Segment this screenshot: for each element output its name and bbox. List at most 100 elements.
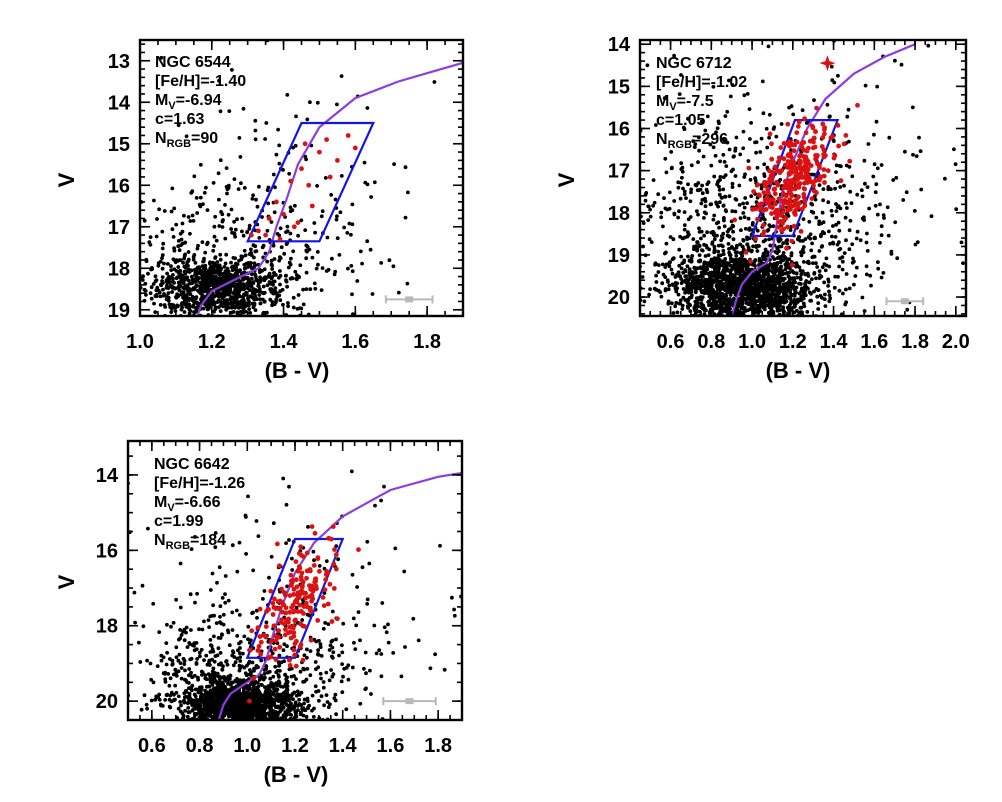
rgb-star-point: [808, 163, 814, 169]
star-point: [298, 263, 303, 268]
star-point: [171, 273, 175, 277]
star-point: [855, 229, 860, 234]
star-point: [350, 222, 355, 227]
star-point: [308, 287, 313, 292]
star-point: [847, 139, 851, 144]
star-point: [669, 150, 674, 154]
x-tick-label: 1.8: [901, 331, 929, 353]
star-point: [666, 301, 671, 306]
star-point: [712, 279, 717, 284]
rgb-star-point: [732, 217, 737, 223]
star-point: [272, 271, 277, 275]
star-point: [290, 276, 295, 281]
star-point: [164, 725, 168, 729]
star-point: [199, 296, 204, 301]
x-tick-label: 1.0: [738, 331, 766, 353]
star-point: [678, 301, 683, 306]
x-tick-label: 1.0: [126, 331, 154, 353]
star-point: [879, 233, 884, 238]
star-point: [247, 223, 252, 228]
star-point: [774, 294, 778, 299]
star-point: [303, 228, 308, 233]
star-point: [211, 265, 216, 270]
star-point: [403, 215, 408, 220]
star-point: [285, 93, 290, 97]
y-tick-label: 15: [608, 76, 630, 98]
star-point: [811, 210, 816, 215]
star-point: [739, 323, 743, 327]
star-point: [240, 303, 245, 308]
star-point: [631, 194, 635, 198]
plot-area: [87, 38, 465, 330]
star-point: [249, 323, 253, 327]
star-point: [155, 318, 159, 322]
star-point: [807, 280, 812, 285]
star-point: [672, 199, 677, 203]
star-point: [855, 192, 860, 197]
star-point: [799, 305, 804, 310]
star-point: [754, 243, 759, 248]
star-point: [702, 260, 707, 265]
star-point: [205, 283, 210, 288]
rgb-star-point: [797, 181, 803, 186]
star-point: [762, 162, 767, 167]
star-point: [686, 319, 690, 323]
star-point: [811, 387, 815, 391]
star-point: [148, 291, 153, 296]
star-point: [741, 323, 745, 327]
star-point: [396, 290, 401, 295]
star-point: [794, 285, 799, 290]
star-point: [862, 158, 867, 163]
rgb-star-point: [847, 158, 853, 164]
star-point: [818, 293, 823, 298]
star-point: [750, 325, 754, 329]
star-point: [731, 229, 735, 234]
star-point: [737, 311, 742, 316]
star-point: [269, 281, 274, 286]
star-point: [278, 289, 283, 294]
star-point: [159, 55, 164, 60]
star-point: [687, 267, 692, 271]
star-point: [753, 263, 757, 268]
rgb-star-point: [335, 158, 340, 163]
rgb-star-point: [780, 190, 786, 196]
star-point: [787, 257, 792, 261]
star-point: [646, 204, 651, 209]
star-point: [330, 256, 334, 261]
star-point: [192, 287, 197, 292]
star-point: [199, 291, 204, 296]
star-point: [198, 280, 203, 285]
star-point: [820, 230, 825, 234]
star-point: [668, 235, 673, 239]
star-point: [258, 301, 263, 306]
star-point: [840, 267, 845, 272]
star-point: [718, 178, 722, 182]
star-point: [796, 324, 800, 328]
star-point: [182, 326, 186, 330]
star-point: [797, 310, 801, 315]
rgb-star-point: [776, 155, 782, 161]
star-point: [184, 294, 189, 299]
star-point: [233, 305, 237, 310]
star-point: [312, 221, 317, 225]
rgb-star-point: [798, 229, 804, 234]
star-point: [238, 310, 243, 314]
star-point: [851, 3, 855, 7]
x-axis-title: (B - V): [265, 358, 330, 383]
x-tick-label: 1.2: [779, 331, 807, 353]
star-point: [94, 206, 98, 210]
star-point: [812, 271, 817, 276]
star-point: [153, 310, 158, 314]
y-tick-label: 18: [108, 258, 130, 280]
star-point: [214, 238, 219, 243]
star-point: [671, 237, 676, 242]
star-point: [816, 301, 821, 305]
star-point: [87, 275, 91, 279]
error-bar: [885, 297, 925, 306]
star-point: [190, 295, 195, 299]
y-tick-label: 16: [108, 175, 130, 197]
star-point: [643, 198, 648, 203]
star-point: [186, 268, 191, 273]
star-point: [721, 248, 726, 253]
